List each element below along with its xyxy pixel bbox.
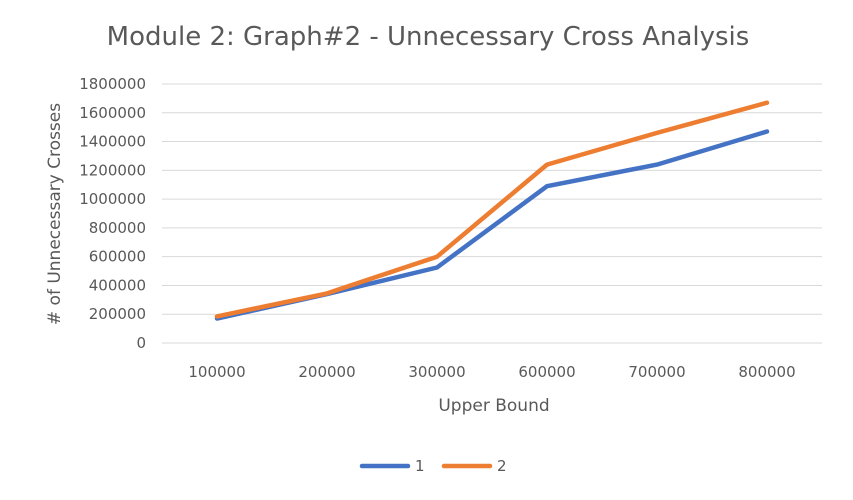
data-point	[435, 255, 439, 259]
y-tick-label: 200000	[89, 305, 146, 323]
y-tick-label: 1400000	[79, 133, 146, 151]
x-tick-label: 700000	[628, 363, 685, 381]
data-point	[655, 163, 659, 167]
y-tick-label: 1800000	[79, 75, 146, 93]
gridlines	[162, 83, 822, 344]
data-point	[545, 163, 549, 167]
x-axis-ticks: 100000 200000 300000 600000 700000 800000	[188, 363, 795, 381]
x-tick-label: 600000	[518, 363, 575, 381]
x-tick-label: 300000	[408, 363, 465, 381]
data-point	[215, 314, 219, 318]
series-lines	[214, 100, 770, 321]
data-point	[545, 184, 549, 188]
series-line-2	[214, 100, 770, 319]
y-tick-label: 400000	[89, 276, 146, 294]
y-tick-label: 1200000	[79, 161, 146, 179]
y-axis-ticks: 0 200000 400000 600000 800000 1000000 1200000 1…	[79, 75, 146, 352]
y-tick-label: 1600000	[79, 104, 146, 122]
data-point	[325, 291, 329, 295]
y-axis-title: # of Unnecessary Crosses	[45, 103, 65, 325]
legend-label: 2	[497, 457, 507, 475]
data-point	[435, 265, 439, 269]
legend-label: 1	[415, 457, 425, 475]
y-tick-label: 600000	[89, 248, 146, 266]
x-tick-label: 100000	[188, 363, 245, 381]
x-axis-title: Upper Bound	[438, 396, 549, 416]
data-point	[765, 129, 769, 133]
x-tick-label: 800000	[738, 363, 795, 381]
y-tick-label: 1000000	[79, 190, 146, 208]
chart-title: Module 2: Graph#2 - Unnecessary Cross An…	[107, 22, 750, 52]
data-point	[655, 131, 659, 135]
x-tick-label: 200000	[298, 363, 355, 381]
y-tick-label: 0	[136, 334, 146, 352]
y-tick-label: 800000	[89, 219, 146, 237]
data-point	[765, 101, 769, 105]
